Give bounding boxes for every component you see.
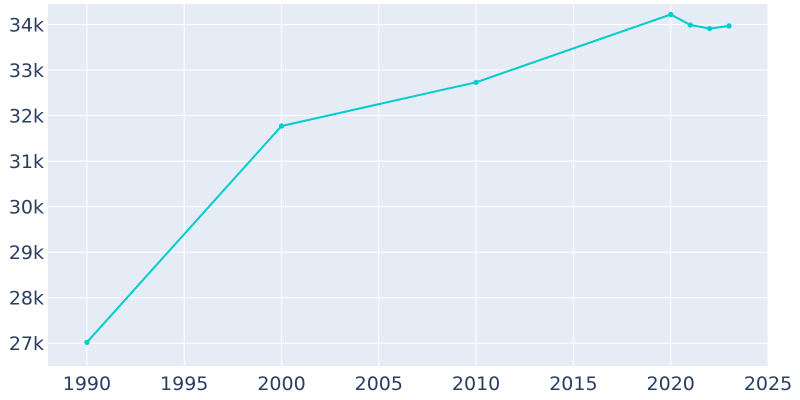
y-tick-label: 29k — [9, 242, 44, 264]
data-point — [84, 339, 90, 345]
x-tick-label: 1995 — [160, 373, 208, 395]
plot-area — [48, 4, 768, 366]
y-tick-label: 33k — [9, 60, 44, 82]
y-tick-label: 31k — [9, 151, 44, 173]
data-point — [726, 23, 732, 29]
data-point — [707, 25, 713, 32]
y-tick-label: 30k — [9, 197, 44, 219]
data-point — [668, 11, 674, 18]
x-tick-label: 2010 — [452, 373, 500, 395]
data-point — [473, 79, 479, 85]
x-tick-label: 2005 — [355, 373, 403, 395]
y-tick-label: 34k — [9, 14, 44, 36]
series-layer — [84, 11, 732, 345]
x-tick-label: 1990 — [63, 373, 111, 395]
data-point — [278, 123, 285, 129]
y-axis: 27k 28k 29k 30k 31k 32k 33k 34k — [9, 14, 44, 355]
x-gridlines — [86, 4, 769, 366]
x-axis: 1990 1995 2000 2005 2010 2015 2020 2025 — [63, 373, 792, 395]
data-point — [687, 22, 693, 28]
y-tick-label: 32k — [9, 106, 44, 128]
x-tick-label: 2000 — [257, 373, 305, 395]
y-tick-label: 28k — [9, 288, 44, 310]
x-tick-label: 2020 — [647, 373, 695, 395]
x-tick-label: 2025 — [744, 373, 792, 395]
y-tick-label: 27k — [9, 333, 44, 355]
x-tick-label: 2015 — [549, 373, 597, 395]
